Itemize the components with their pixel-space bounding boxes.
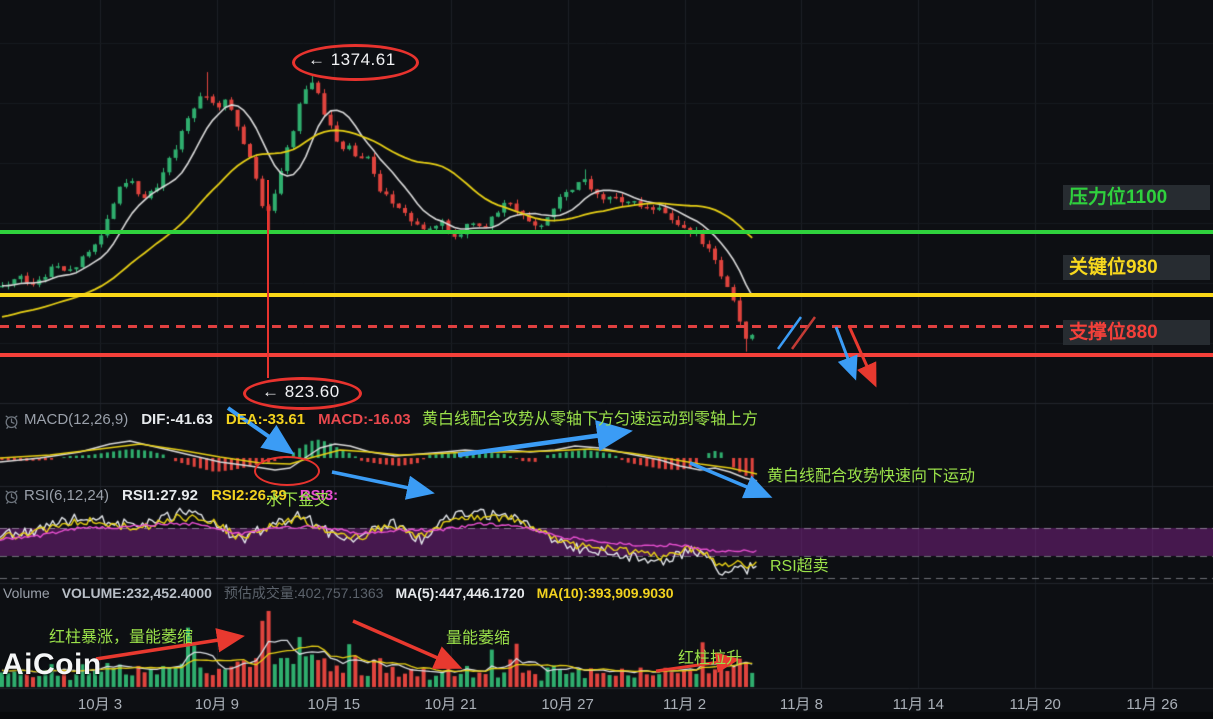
rsi-alert-icon[interactable] [3, 488, 20, 505]
key-level-line-980[interactable] [0, 293, 1213, 297]
macd-trend-up-annotation: 黄白线配合攻势从零轴下方匀速运动到零轴上方 [422, 411, 759, 428]
volume-title: Volume [3, 585, 50, 601]
low-price-ellipse [243, 377, 362, 410]
volume-value: VOLUME:232,452.4000 [61, 585, 212, 601]
macd-title: MACD(12,26,9) [24, 411, 129, 428]
underwater-cross-annotation: 水下金叉 [266, 492, 331, 509]
rsi2-value: RSI2:26.39 [210, 487, 287, 504]
dashed-alert-line[interactable] [0, 325, 1213, 328]
high-price-label: ← 1374.61 [308, 50, 396, 69]
support-line-880[interactable] [0, 353, 1213, 357]
x-axis-label: 11月 26 [1126, 696, 1178, 713]
macd-dif-value: DIF:-41.63 [141, 411, 213, 428]
x-axis-label: 11月 2 [662, 696, 707, 713]
x-axis-label: 11月 20 [1009, 696, 1061, 713]
macd-cross-ellipse [254, 456, 320, 486]
volume-ma10: MA(10):393,909.9030 [536, 585, 674, 601]
volume-indicator-row: Volume VOLUME:232,452.4000 预估成交量:402,757… [3, 583, 674, 603]
x-axis-label: 11月 14 [892, 696, 945, 713]
x-axis-label: 10月 9 [194, 696, 239, 713]
high-price-ellipse [292, 44, 419, 81]
resistance-label: 压力位1100 [1063, 185, 1210, 210]
macd-value: MACD:-16.03 [318, 411, 411, 428]
macd-indicator-row: MACD(12,26,9) DIF:-41.63 DEA:-33.61 MACD… [24, 411, 411, 428]
support-label: 支撑位880 [1063, 320, 1210, 345]
macd-dea-value: DEA:-33.61 [225, 411, 306, 428]
low-marker-vertical-line [267, 180, 269, 378]
rsi3-value: RSI3: [299, 487, 339, 504]
x-axis-label: 10月 15 [307, 696, 361, 713]
aicoin-logo: AiCoin [2, 648, 102, 681]
key-level-label: 关键位980 [1063, 255, 1210, 280]
rsi-title: RSI(6,12,24) [24, 487, 110, 504]
x-axis-label: 10月 27 [541, 696, 594, 713]
macd-trend-down-annotation: 黄白线配合攻势快速向下运动 [767, 468, 976, 485]
rsi-oversold-annotation: RSI超卖 [770, 558, 829, 575]
volume-estimate: 预估成交量:402,757.1363 [223, 585, 384, 601]
volume-shrink-annotation: 量能萎缩 [446, 630, 511, 647]
x-axis-label: 11月 8 [779, 696, 823, 713]
low-price-label: ← 823.60 [262, 382, 340, 401]
volume-ma5: MA(5):447,446.1720 [395, 585, 525, 601]
rsi-indicator-row: RSI(6,12,24) RSI1:27.92 RSI2:26.39 RSI3: [24, 487, 338, 504]
volume-surge-annotation: 红柱暴涨，量能萎缩 [49, 629, 194, 646]
macd-alert-icon[interactable] [3, 413, 20, 430]
rsi1-value: RSI1:27.92 [122, 487, 198, 504]
resistance-line-1100[interactable] [0, 230, 1213, 234]
x-axis-label: 10月 21 [424, 696, 477, 713]
x-axis-label: 10月 3 [77, 696, 123, 713]
volume-red-lift-annotation: 红柱拉升 [678, 650, 743, 667]
